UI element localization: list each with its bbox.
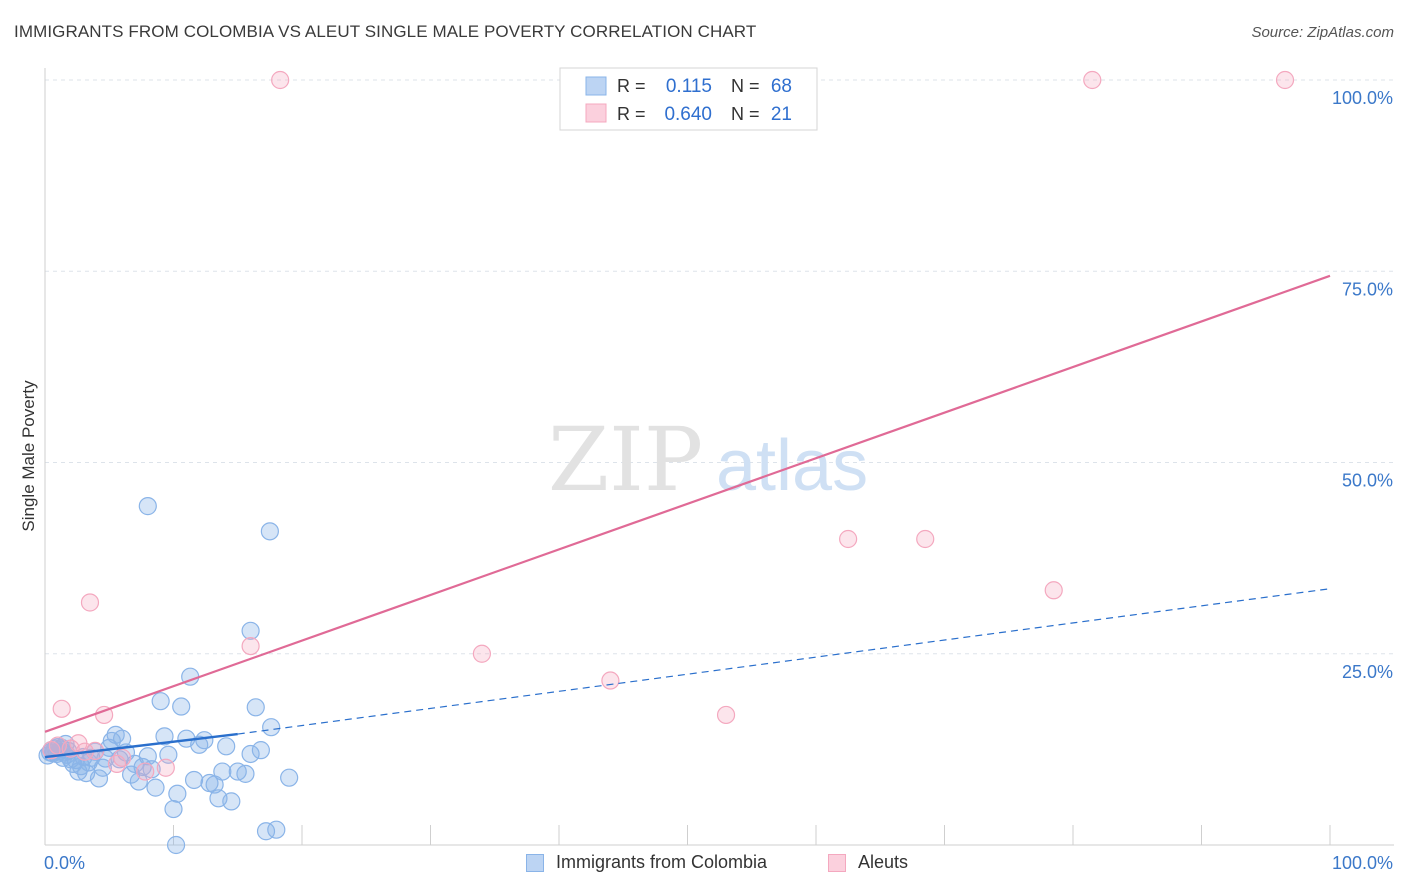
legend-r-label-1: R = — [617, 76, 646, 96]
trend-line-aleuts — [44, 274, 1331, 733]
tick-labels: 25.0% 50.0% 75.0% 100.0% 0.0% 100.0% — [44, 88, 1393, 873]
legend-r-value-1: 0.115 — [666, 76, 712, 97]
bottom-legend: Immigrants from Colombia Aleuts — [0, 852, 1406, 878]
point-colombia-60 — [236, 764, 255, 783]
axes — [44, 68, 1394, 846]
series-aleuts — [42, 70, 1295, 781]
point-aleuts-15 — [472, 644, 491, 663]
correlation-legend: R = 0.115 N = 68 R = 0.640 N = 21 — [559, 67, 818, 131]
point-colombia-69 — [166, 835, 186, 855]
point-colombia-37 — [129, 772, 148, 791]
point-colombia-56 — [213, 762, 232, 781]
point-colombia-58 — [222, 792, 241, 811]
chart-title: IMMIGRANTS FROM COLOMBIA VS ALEUT SINGLE… — [14, 22, 757, 41]
bottom-legend-swatch-pink — [828, 853, 846, 872]
point-aleuts-18 — [839, 529, 858, 549]
point-aleuts-14 — [271, 70, 290, 90]
point-colombia-26 — [89, 769, 109, 788]
legend-n-label-2: N = — [731, 104, 760, 124]
watermark: ZIP atlas — [548, 408, 868, 511]
legend-swatch-blue — [585, 76, 607, 96]
point-aleuts-11 — [136, 762, 155, 781]
trend-line-colombia-extension — [237, 588, 1331, 735]
y-axis-label: Single Male Poverty — [19, 380, 38, 532]
y-tick-label-0: 25.0% — [1342, 662, 1393, 682]
point-colombia-62 — [246, 698, 265, 717]
y-tick-label-3: 100.0% — [1332, 88, 1393, 108]
x-tick-label-1: 100.0% — [1332, 853, 1393, 873]
y-tick-label-1: 50.0% — [1342, 471, 1393, 491]
point-aleuts-6 — [80, 593, 100, 612]
point-colombia-57 — [217, 737, 236, 756]
bottom-legend-item-colombia: Immigrants from Colombia — [526, 852, 767, 873]
point-colombia-45 — [164, 799, 183, 819]
point-colombia-46 — [168, 784, 187, 803]
point-colombia-47 — [172, 697, 191, 716]
point-aleuts-2 — [52, 699, 71, 718]
grid-lines — [45, 79, 1394, 655]
point-colombia-71 — [241, 621, 260, 640]
series-immigrants-from-colombia — [38, 497, 299, 855]
point-aleuts-22 — [1275, 70, 1295, 90]
bottom-legend-swatch-blue — [526, 853, 544, 872]
point-colombia-61 — [241, 744, 260, 764]
point-aleuts-10 — [112, 748, 132, 767]
point-aleuts-13 — [241, 636, 260, 656]
bottom-legend-label-aleuts: Aleuts — [858, 852, 909, 872]
legend-r-value-2: 0.640 — [664, 104, 712, 125]
point-aleuts-12 — [156, 758, 175, 777]
point-colombia-70 — [260, 522, 279, 541]
trend-line-colombia — [44, 732, 238, 759]
legend-swatch-pink — [585, 103, 607, 123]
point-aleuts-19 — [916, 529, 935, 549]
point-colombia-52 — [195, 731, 214, 750]
point-colombia-67 — [280, 768, 299, 787]
watermark-zip: ZIP — [548, 408, 703, 511]
y-tick-label-2: 75.0% — [1342, 279, 1393, 299]
source-attribution: Source: ZipAtlas.com — [1251, 24, 1394, 41]
point-colombia-66 — [267, 820, 286, 839]
point-aleuts-16 — [601, 671, 620, 690]
point-aleuts-0 — [42, 741, 61, 760]
point-aleuts-17 — [716, 705, 736, 725]
point-colombia-43 — [155, 727, 174, 746]
trend-lines — [44, 274, 1331, 759]
point-colombia-41 — [146, 778, 165, 797]
legend-n-value-2: 21 — [771, 104, 792, 125]
bottom-legend-item-aleuts: Aleuts — [828, 852, 908, 873]
legend-n-value-1: 68 — [771, 76, 792, 97]
point-colombia-68 — [138, 497, 157, 516]
point-colombia-50 — [184, 770, 204, 790]
point-colombia-63 — [251, 741, 270, 760]
point-colombia-42 — [151, 692, 170, 711]
bottom-legend-label-colombia: Immigrants from Colombia — [556, 852, 768, 872]
point-colombia-65 — [262, 718, 281, 737]
legend-n-label-1: N = — [731, 76, 760, 96]
point-aleuts-21 — [1083, 70, 1102, 90]
x-tick-label-0: 0.0% — [44, 853, 85, 873]
legend-r-label-2: R = — [617, 104, 646, 124]
point-aleuts-20 — [1044, 581, 1063, 600]
